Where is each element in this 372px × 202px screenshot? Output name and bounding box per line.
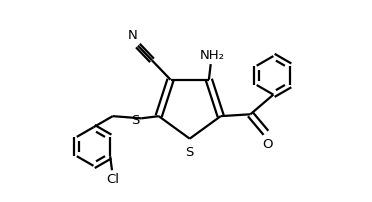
Text: N: N: [128, 29, 138, 42]
Text: S: S: [186, 146, 194, 159]
Text: NH₂: NH₂: [200, 49, 225, 62]
Text: Cl: Cl: [106, 173, 119, 186]
Text: S: S: [132, 113, 140, 126]
Text: O: O: [263, 138, 273, 150]
